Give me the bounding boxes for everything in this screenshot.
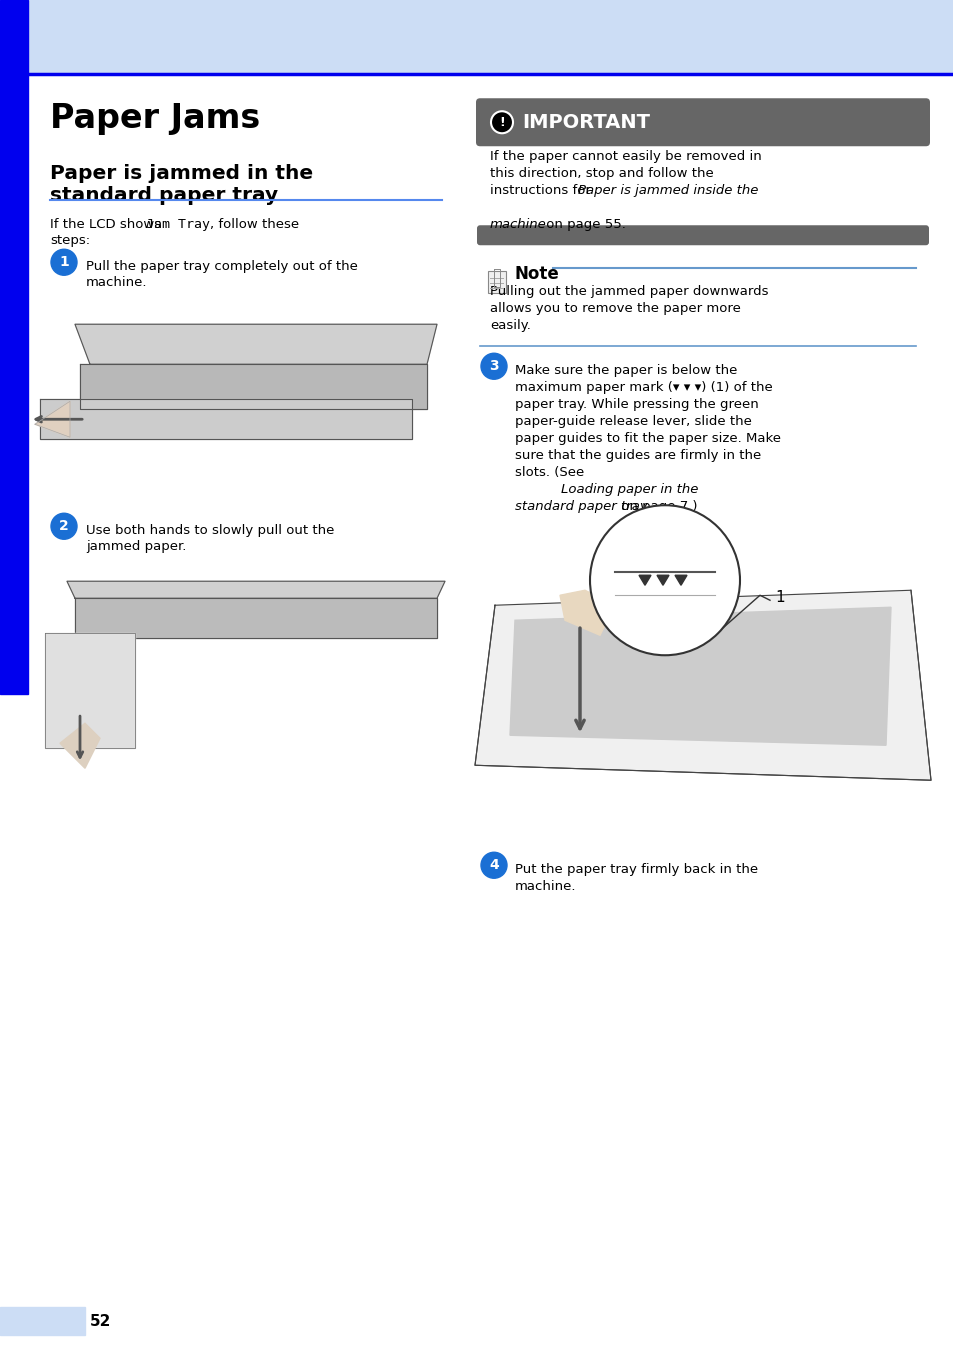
Text: paper guides to fit the paper size. Make: paper guides to fit the paper size. Make (515, 432, 781, 446)
Text: 4: 4 (489, 859, 498, 872)
Text: jammed paper.: jammed paper. (86, 540, 186, 553)
Polygon shape (75, 324, 436, 365)
FancyBboxPatch shape (476, 99, 929, 146)
Text: instructions for: instructions for (490, 184, 595, 197)
Polygon shape (40, 400, 412, 439)
Text: If the paper cannot easily be removed in: If the paper cannot easily be removed in (490, 150, 760, 163)
Text: 52: 52 (90, 1314, 112, 1328)
Text: Jam Tray: Jam Tray (146, 219, 210, 231)
Text: allows you to remove the paper more: allows you to remove the paper more (490, 302, 740, 316)
Circle shape (491, 111, 513, 134)
Polygon shape (67, 582, 444, 598)
Text: Paper Jams: Paper Jams (50, 103, 260, 135)
Text: Put the paper tray firmly back in the: Put the paper tray firmly back in the (515, 863, 758, 876)
Bar (0, 0, 953, 74)
Circle shape (480, 354, 506, 379)
Text: paper tray. While pressing the green: paper tray. While pressing the green (515, 398, 758, 412)
Bar (488, 271, 505, 293)
Text: 3: 3 (489, 359, 498, 373)
Text: !: ! (498, 116, 504, 128)
Text: IMPORTANT: IMPORTANT (521, 113, 649, 132)
FancyBboxPatch shape (476, 225, 928, 246)
Text: steps:: steps: (50, 235, 90, 247)
Text: If the LCD shows: If the LCD shows (50, 219, 165, 231)
Text: easily.: easily. (490, 319, 530, 332)
Text: Make sure the paper is below the: Make sure the paper is below the (515, 364, 737, 377)
Text: machine: machine (490, 219, 546, 231)
Text: machine.: machine. (515, 880, 576, 894)
Circle shape (480, 852, 506, 879)
Polygon shape (510, 608, 890, 745)
Bar (0, 0, 28, 74)
Polygon shape (75, 598, 436, 639)
Text: machine.: machine. (86, 277, 148, 289)
Polygon shape (60, 724, 100, 768)
Polygon shape (80, 364, 427, 409)
Text: 2: 2 (59, 520, 69, 533)
Text: on page 55.: on page 55. (541, 219, 625, 231)
Polygon shape (639, 575, 650, 586)
Bar (0, 74, 28, 694)
Text: Pull the paper tray completely out of the: Pull the paper tray completely out of th… (86, 261, 357, 273)
Text: Loading paper in the: Loading paper in the (560, 483, 698, 497)
Text: 1: 1 (774, 590, 783, 605)
Polygon shape (35, 401, 70, 437)
Text: Note: Note (515, 265, 559, 284)
Polygon shape (675, 575, 686, 586)
Polygon shape (559, 590, 615, 636)
Text: sure that the guides are firmly in the: sure that the guides are firmly in the (515, 450, 760, 462)
Circle shape (51, 250, 77, 275)
Bar (0, 1307, 85, 1335)
Text: on page 7.): on page 7.) (617, 501, 697, 513)
Polygon shape (475, 590, 930, 780)
Text: Paper is jammed inside the: Paper is jammed inside the (578, 184, 758, 197)
Text: slots. (See: slots. (See (515, 466, 588, 479)
Text: Paper is jammed in the: Paper is jammed in the (50, 165, 313, 184)
Text: Use both hands to slowly pull out the: Use both hands to slowly pull out the (86, 524, 334, 537)
Circle shape (51, 513, 77, 539)
Polygon shape (657, 575, 668, 586)
Text: , follow these: , follow these (210, 219, 299, 231)
Text: standard paper tray: standard paper tray (515, 501, 647, 513)
Text: paper-guide release lever, slide the: paper-guide release lever, slide the (515, 416, 751, 428)
Text: 1: 1 (59, 255, 69, 269)
Text: standard paper tray: standard paper tray (50, 186, 278, 205)
Text: this direction, stop and follow the: this direction, stop and follow the (490, 167, 713, 181)
Polygon shape (45, 633, 135, 748)
Circle shape (589, 505, 740, 655)
Text: Pulling out the jammed paper downwards: Pulling out the jammed paper downwards (490, 285, 768, 298)
Text: maximum paper mark (▾ ▾ ▾) (1) of the: maximum paper mark (▾ ▾ ▾) (1) of the (515, 381, 772, 394)
